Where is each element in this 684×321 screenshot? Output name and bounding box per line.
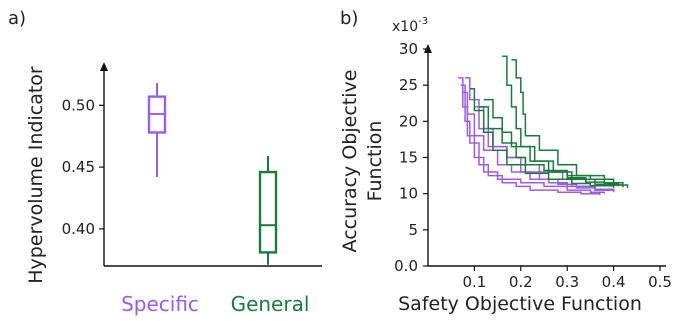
y-axis-arrow-a — [100, 62, 108, 71]
boxes-a — [147, 83, 278, 265]
y-tick-label-b: 30 — [399, 40, 418, 58]
box-general — [258, 155, 278, 265]
category-label-specific: Specific — [121, 292, 199, 316]
y-tick-label-a: 0.50 — [62, 96, 95, 114]
x-tick-label-b: 0.4 — [602, 273, 626, 291]
pareto-curve-specific-0 — [458, 77, 606, 194]
y-ticks-a: 0.40 0.45 0.50 — [62, 96, 104, 238]
x-tick-label-b: 0.2 — [509, 273, 533, 291]
box-specific — [147, 83, 167, 177]
x-tick-label-b: 0.1 — [462, 273, 486, 291]
y-tick-label-b: 20 — [399, 112, 418, 130]
ticks-b: 0.0 5 10 15 20 25 30 0.1 0.2 0.3 0.4 0.5 — [394, 40, 672, 291]
series-b — [458, 55, 629, 196]
y-tick-label-b: 5 — [408, 221, 418, 239]
y-tick-label-b: 10 — [399, 185, 418, 203]
y-tick-label-b: 15 — [399, 149, 418, 167]
y-axis-label-b-line1: Accuracy Objective — [339, 70, 361, 253]
y-tick-label-b: 0.0 — [394, 257, 418, 275]
category-label-general: General — [231, 292, 310, 316]
panel-label-b: b) — [340, 8, 358, 29]
box-iqr — [258, 170, 278, 254]
y-tick-label-b: 25 — [399, 76, 418, 94]
panel-a: a) Hypervolume Indicator 0.40 0.45 0.50 Sp… — [8, 8, 322, 316]
panel-b: b) x10-3 Accuracy Objective Function 0.0… — [339, 8, 672, 315]
y-axis-label-b-line2: Function — [364, 121, 386, 202]
pareto-curve-specific-1 — [460, 84, 601, 196]
y-tick-label-a: 0.45 — [62, 158, 95, 176]
y-axis-label-a: Hypervolume Indicator — [25, 66, 47, 284]
pareto-curve-general-8 — [483, 98, 624, 188]
x-axis-label-b: Safety Objective Function — [398, 293, 642, 315]
pareto-curve-general-7 — [511, 59, 624, 187]
pareto-curve-general-9 — [469, 88, 615, 188]
panel-label-a: a) — [8, 8, 26, 29]
y-multiplier-label: x10-3 — [392, 16, 428, 35]
x-tick-label-b: 0.5 — [648, 273, 672, 291]
pareto-curve-general-6 — [502, 55, 619, 187]
y-tick-label-a: 0.40 — [62, 220, 95, 238]
x-tick-label-b: 0.3 — [555, 273, 579, 291]
